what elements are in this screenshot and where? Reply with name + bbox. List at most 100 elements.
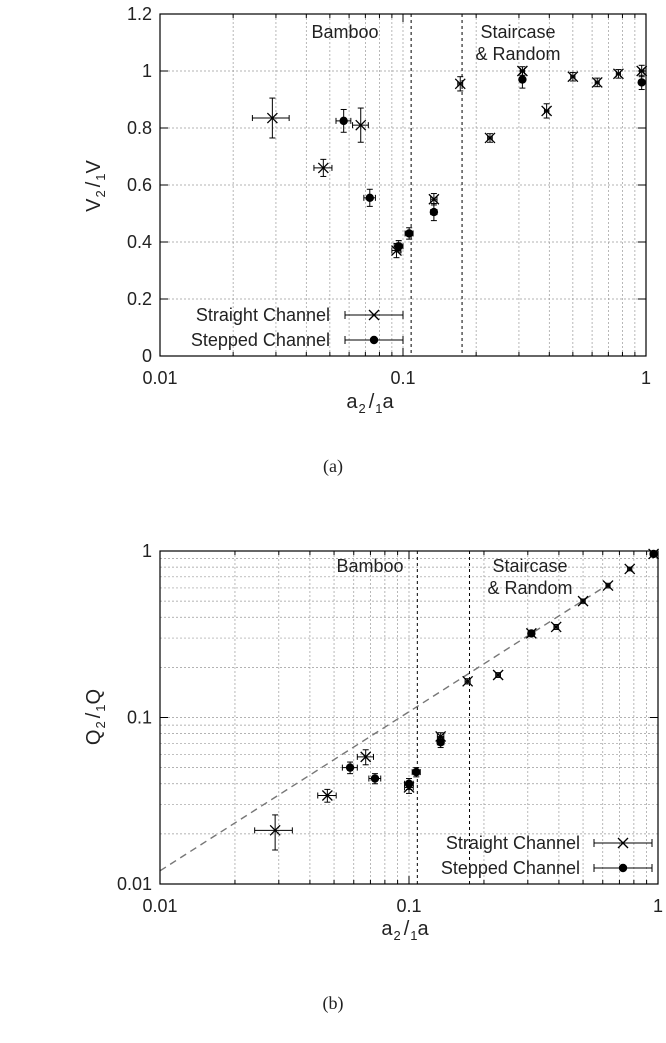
straight-channel-point bbox=[254, 814, 293, 851]
marker bbox=[567, 71, 579, 83]
straight-channel-point bbox=[567, 71, 579, 83]
panel-b-legend: Straight Channel Stepped Channel bbox=[441, 833, 653, 878]
panel-a-y-axis-label: V2/1V bbox=[83, 159, 108, 211]
y-tick-label: 0.2 bbox=[127, 289, 152, 309]
marker-stroke bbox=[602, 580, 614, 592]
x-tick-label: 1 bbox=[641, 368, 651, 388]
stepped-channel-point bbox=[404, 778, 414, 790]
legend-swatch-straight bbox=[344, 309, 404, 321]
panel-b-data-points bbox=[254, 548, 660, 851]
marker bbox=[429, 207, 439, 217]
panel-a-x-axis-label: a2/1a bbox=[346, 391, 394, 416]
marker bbox=[365, 193, 374, 203]
straight-channel-point bbox=[317, 788, 337, 803]
stepped-channel-point bbox=[637, 74, 646, 91]
straight-channel-point bbox=[541, 103, 553, 119]
marker bbox=[577, 595, 589, 607]
x-tick-label: 0.1 bbox=[396, 896, 421, 916]
straight-channel-point bbox=[352, 107, 369, 143]
stepped-channel-point bbox=[429, 203, 439, 222]
marker bbox=[428, 193, 440, 205]
panel-a-legend: Straight Channel Stepped Channel bbox=[191, 305, 404, 350]
marker-stroke bbox=[269, 824, 281, 836]
marker-stroke bbox=[454, 78, 466, 90]
marker bbox=[484, 132, 496, 144]
marker bbox=[518, 75, 527, 84]
marker bbox=[550, 621, 562, 633]
marker-stroke bbox=[617, 837, 629, 849]
y-tick-label: 1.2 bbox=[127, 4, 152, 24]
y-tick-label: 0.8 bbox=[127, 118, 152, 138]
legend-marker bbox=[369, 335, 379, 345]
marker bbox=[492, 669, 504, 681]
straight-channel-point bbox=[251, 97, 290, 139]
legend-marker bbox=[368, 309, 380, 321]
legend-marker bbox=[617, 837, 629, 849]
marker bbox=[612, 68, 624, 80]
legend-marker bbox=[618, 863, 628, 873]
stepped-channel-point bbox=[341, 761, 358, 775]
stepped-channel-point bbox=[363, 188, 376, 207]
stepped-channel-point bbox=[368, 773, 382, 785]
straight-channel-point bbox=[591, 76, 603, 88]
panel-a-y-tick-labels: 0 0.2 0.4 0.6 0.8 1 1.2 bbox=[127, 4, 152, 366]
marker-stroke bbox=[360, 751, 372, 763]
marker bbox=[454, 78, 466, 90]
panel-a-region-labels: Bamboo Staircase& Random bbox=[311, 22, 560, 64]
panel-a-ticks bbox=[159, 13, 646, 357]
marker bbox=[317, 162, 329, 174]
marker bbox=[404, 229, 414, 238]
straight-channel-point bbox=[636, 64, 648, 78]
panel-a-legend-swatches bbox=[344, 309, 404, 345]
marker-stroke bbox=[591, 76, 603, 88]
marker bbox=[345, 763, 355, 772]
panel-a-caption: (a) bbox=[323, 456, 343, 477]
region-label: Staircase bbox=[480, 22, 555, 42]
region-label: Bamboo bbox=[336, 556, 403, 576]
region-label: & Random bbox=[475, 44, 560, 64]
reference-diagonal-line bbox=[159, 587, 604, 872]
panel-a-x-tick-labels: 0.01 0.1 1 bbox=[142, 368, 651, 388]
marker bbox=[591, 76, 603, 88]
marker bbox=[370, 774, 380, 783]
region-label: Bamboo bbox=[311, 22, 378, 42]
straight-channel-point bbox=[602, 580, 614, 592]
marker bbox=[269, 824, 281, 836]
marker-stroke bbox=[484, 132, 496, 144]
panel-b-y-axis-label: Q2/1Q bbox=[83, 689, 108, 745]
straight-channel-point bbox=[624, 563, 636, 575]
marker bbox=[339, 116, 348, 126]
marker bbox=[462, 675, 474, 687]
marker bbox=[404, 779, 414, 788]
panel-a-grid bbox=[160, 14, 646, 356]
region-label: Staircase bbox=[492, 556, 567, 576]
marker bbox=[436, 738, 445, 747]
y-tick-label: 0 bbox=[142, 346, 152, 366]
marker bbox=[541, 105, 553, 117]
marker-stroke bbox=[492, 669, 504, 681]
marker bbox=[527, 629, 536, 638]
y-tick-label: 0.01 bbox=[117, 874, 152, 894]
panel-b-x-axis-label: a2/1a bbox=[381, 918, 429, 943]
y-tick-label: 0.1 bbox=[127, 708, 152, 728]
marker bbox=[624, 563, 636, 575]
panel-b-caption: (b) bbox=[323, 993, 344, 1014]
marker-stroke bbox=[612, 68, 624, 80]
panel-b-x-tick-labels: 0.01 0.1 1 bbox=[142, 896, 663, 916]
marker-stroke bbox=[462, 675, 474, 687]
straight-channel-point bbox=[577, 595, 589, 607]
stepped-channel-point bbox=[649, 549, 658, 559]
legend-swatch-stepped bbox=[593, 863, 653, 873]
marker bbox=[412, 767, 421, 777]
x-tick-label: 1 bbox=[653, 896, 663, 916]
y-tick-label: 0.6 bbox=[127, 175, 152, 195]
straight-channel-point bbox=[550, 621, 562, 633]
stepped-channel-point bbox=[436, 736, 445, 749]
stepped-channel-point bbox=[411, 767, 421, 778]
panel-a-legend-straight-label: Straight Channel bbox=[196, 305, 330, 325]
panel-b-reference-line bbox=[159, 587, 604, 872]
marker bbox=[636, 65, 648, 77]
marker-stroke bbox=[321, 790, 333, 801]
panel-a: 0 0.2 0.4 0.6 0.8 1 1.2 0.01 0.1 1 Bamboo Stairca… bbox=[83, 4, 651, 477]
